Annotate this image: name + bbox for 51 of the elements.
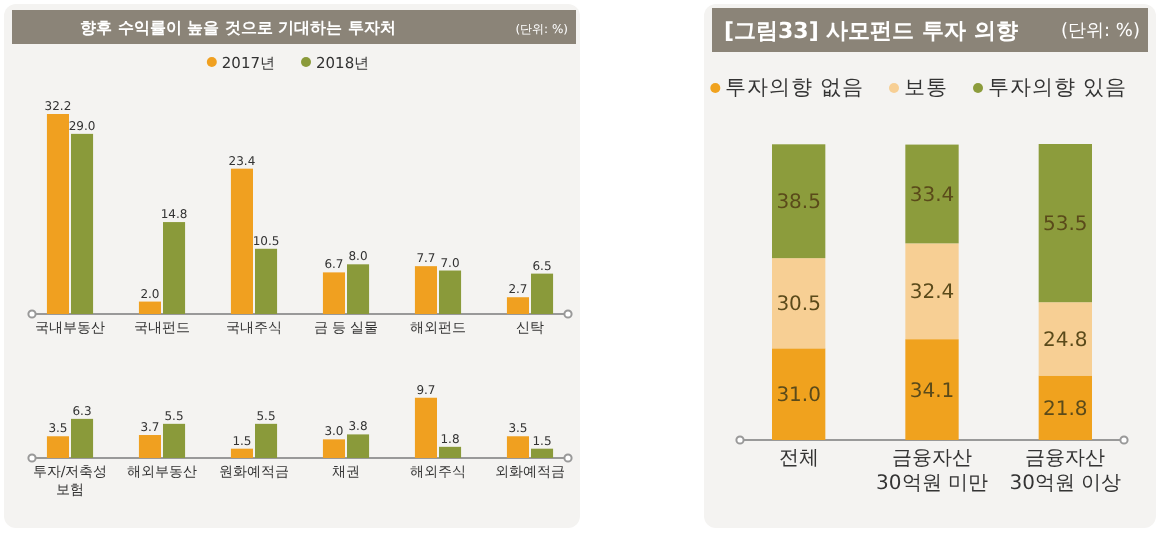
bar bbox=[46, 114, 69, 314]
bar bbox=[230, 168, 253, 314]
bar bbox=[347, 264, 370, 314]
data-label: 24.8 bbox=[1043, 329, 1088, 352]
chart-subtitle: (단위: %) bbox=[1061, 22, 1140, 42]
data-label: 30.5 bbox=[776, 294, 821, 317]
bar bbox=[439, 446, 462, 458]
chart-title: 향후 수익률이 높을 것으로 기대하는 투자처 bbox=[80, 18, 396, 37]
data-label: 34.1 bbox=[909, 380, 955, 403]
bar bbox=[255, 248, 278, 314]
x-tick-label: 금융자산 30억원 미만 bbox=[876, 448, 988, 495]
bar bbox=[772, 348, 826, 440]
bar bbox=[531, 273, 554, 314]
bar bbox=[905, 144, 959, 244]
bar bbox=[905, 243, 959, 340]
data-label: 21.8 bbox=[1043, 398, 1088, 421]
x-tick-label: 금융자산 30억원 이상 bbox=[1009, 448, 1122, 495]
bar bbox=[1038, 302, 1092, 376]
bar bbox=[772, 144, 826, 259]
bar bbox=[905, 339, 959, 440]
bar bbox=[138, 301, 161, 314]
bar bbox=[1038, 375, 1092, 440]
bar bbox=[230, 448, 253, 458]
bar bbox=[46, 436, 69, 458]
data-label: 33.4 bbox=[909, 184, 955, 207]
bar bbox=[414, 397, 437, 458]
data-label: 38.5 bbox=[776, 192, 821, 215]
data-label: 53.5 bbox=[1043, 214, 1088, 237]
legend-label: 투자의향 없음 bbox=[725, 76, 864, 100]
bar bbox=[414, 266, 437, 314]
legend-label: 투자의향 있음 bbox=[988, 76, 1127, 100]
chart-title: [그림33] 사모펀드 투자 의향 bbox=[724, 17, 1018, 44]
bar bbox=[255, 423, 278, 458]
bar bbox=[347, 434, 370, 458]
x-tick-label: 전체 bbox=[778, 448, 819, 470]
bar bbox=[71, 418, 94, 458]
bar bbox=[71, 133, 94, 314]
bar bbox=[138, 435, 161, 458]
data-label: 32.4 bbox=[909, 282, 955, 305]
bar bbox=[439, 270, 462, 314]
bar bbox=[163, 423, 186, 458]
bar bbox=[506, 297, 529, 314]
bar bbox=[772, 258, 826, 349]
data-label: 31.0 bbox=[776, 385, 821, 408]
bar bbox=[163, 222, 186, 314]
bar bbox=[531, 448, 554, 458]
legend-label: 보통 bbox=[904, 76, 948, 100]
bar bbox=[322, 272, 345, 314]
bar bbox=[322, 439, 345, 458]
bar bbox=[1038, 144, 1092, 303]
bar bbox=[506, 436, 529, 458]
